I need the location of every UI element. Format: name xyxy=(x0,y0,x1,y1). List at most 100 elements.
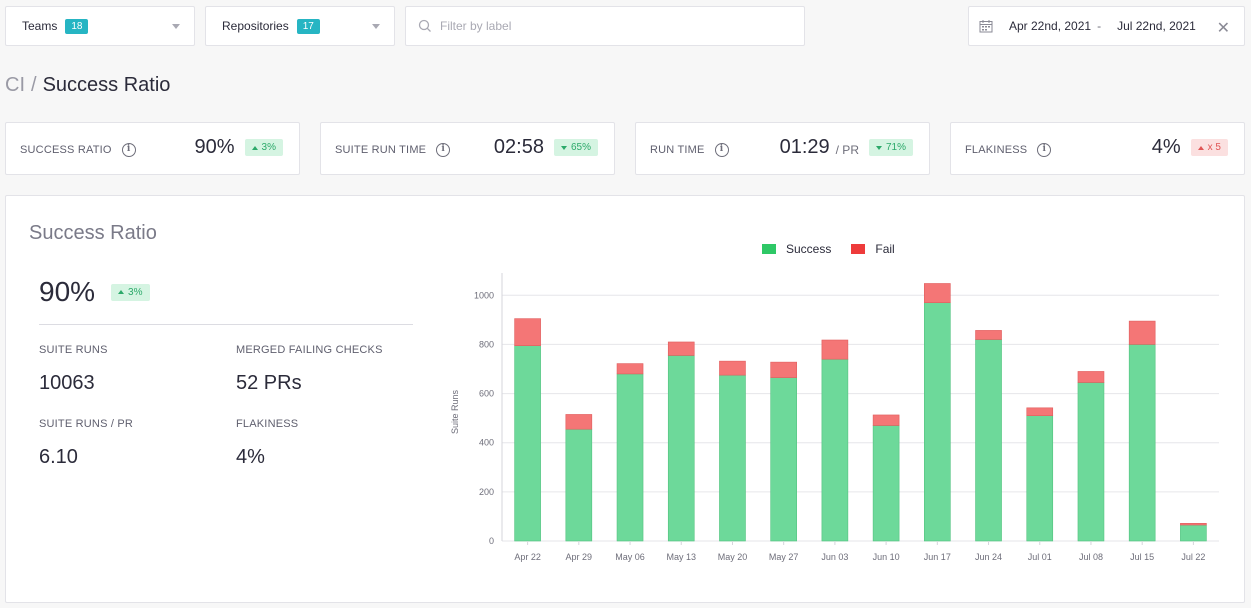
stat-value: 10063 xyxy=(39,372,95,394)
kpi-label: RUN TIME xyxy=(650,144,705,156)
x-tick-label: May 06 xyxy=(615,552,645,562)
y-tick-label: 800 xyxy=(479,339,494,349)
delta-value: 3% xyxy=(128,286,143,298)
info-icon[interactable]: i xyxy=(714,143,729,157)
teams-count-badge: 18 xyxy=(65,18,89,34)
stat-label: SUITE RUNS / PR xyxy=(39,418,134,430)
info-icon[interactable]: i xyxy=(121,143,136,157)
bar-success xyxy=(975,339,1002,542)
bar-fail xyxy=(1026,407,1054,416)
bar-fail xyxy=(975,330,1002,340)
delta-value: 65% xyxy=(570,142,591,153)
legend-swatch-success xyxy=(762,244,776,254)
divider xyxy=(39,324,413,325)
bar-fail xyxy=(1077,371,1105,383)
success-ratio-chart: Success Fail 0 200 400 600 800 1000 Suite Runs… xyxy=(444,236,1244,571)
stat-label: SUITE RUNS xyxy=(39,344,108,356)
trend-badge: x 5 xyxy=(1190,139,1228,156)
bar-success xyxy=(565,428,593,542)
x-tick-label: May 27 xyxy=(769,552,799,562)
y-tick-label: 1000 xyxy=(474,290,494,300)
bar-fail xyxy=(924,283,951,303)
stat-value: 6.10 xyxy=(39,446,78,468)
breadcrumb-parent[interactable]: CI xyxy=(5,74,25,96)
x-tick-label: Apr 29 xyxy=(566,552,593,562)
stat-value: 4% xyxy=(236,446,265,468)
bar-success xyxy=(1077,382,1105,542)
delta-value: 3% xyxy=(261,142,276,153)
trend-badge: 65% xyxy=(553,139,598,156)
info-icon[interactable]: i xyxy=(436,143,451,157)
x-tick-label: May 13 xyxy=(666,552,696,562)
kpi-suite-run-time[interactable]: SUITE RUN TIME i 02:58 65% xyxy=(320,122,615,175)
x-tick-label: Jun 03 xyxy=(821,552,848,562)
bar-fail xyxy=(1128,320,1156,345)
stat-label: MERGED FAILING CHECKS xyxy=(236,344,383,356)
bar-fail xyxy=(667,341,695,356)
date-separator: - xyxy=(1097,19,1102,33)
teams-filter[interactable]: Teams 18 xyxy=(5,6,195,46)
y-tick-label: 400 xyxy=(479,438,494,448)
x-tick-label: Jun 17 xyxy=(924,552,951,562)
clear-date-icon[interactable]: ✕ xyxy=(1216,20,1230,37)
kpi-value: 01:29 xyxy=(779,136,830,158)
stat-label: FLAKINESS xyxy=(236,418,299,430)
chart-legend: Success Fail xyxy=(762,242,895,256)
kpi-success-ratio[interactable]: SUCCESS RATIO i 90% 3% xyxy=(5,122,300,175)
x-tick-label: Jun 24 xyxy=(975,552,1002,562)
trend-badge: 3% xyxy=(111,283,150,301)
bar-fail xyxy=(872,414,900,426)
bar-fail xyxy=(616,363,644,375)
bar-success xyxy=(872,425,900,542)
label-search-input[interactable]: Filter by label xyxy=(405,6,805,46)
kpi-run-time[interactable]: RUN TIME i 01:29 / PR 71% xyxy=(635,122,930,175)
bar-success xyxy=(770,377,797,542)
bar-chart-svg: 0 200 400 600 800 1000 Suite Runs Apr 22 Apr 29 M… xyxy=(450,273,1219,562)
bar-success xyxy=(1026,415,1054,542)
bar-fail xyxy=(514,318,541,346)
bar-success xyxy=(924,302,951,542)
repositories-filter[interactable]: Repositories 17 xyxy=(205,6,395,46)
info-icon[interactable]: i xyxy=(1037,143,1052,157)
trend-badge: 3% xyxy=(244,139,283,156)
legend-item-success[interactable]: Success xyxy=(762,242,831,256)
bar-fail xyxy=(719,360,746,376)
y-tick-label: 0 xyxy=(489,536,494,546)
date-range-picker[interactable]: Apr 22nd, 2021 - Jul 22nd, 2021 ✕ xyxy=(968,6,1245,46)
x-tick-label: Jul 01 xyxy=(1028,552,1052,562)
kpi-label: SUITE RUN TIME xyxy=(335,144,427,156)
arrow-up-icon xyxy=(1197,145,1204,150)
bar-success xyxy=(719,374,746,542)
kpi-value: 90% xyxy=(194,136,235,158)
kpi-value: 4% xyxy=(1151,136,1181,158)
kpi-value: 02:58 xyxy=(493,136,544,158)
kpi-label: SUCCESS RATIO xyxy=(20,144,112,156)
date-from: Apr 22nd, 2021 xyxy=(1009,19,1092,33)
stat-value: 52 PRs xyxy=(236,372,302,394)
y-axis-label: Suite Runs xyxy=(450,389,460,434)
legend-label: Success xyxy=(786,242,832,256)
kpi-unit: / PR xyxy=(835,142,859,157)
page-title: Success Ratio xyxy=(42,74,171,96)
kpi-label: FLAKINESS xyxy=(965,144,1028,156)
kpi-flakiness[interactable]: FLAKINESS i 4% x 5 xyxy=(950,122,1245,175)
x-tick-label: Jul 15 xyxy=(1130,552,1154,562)
breadcrumb-separator: / xyxy=(31,74,37,96)
calendar-icon xyxy=(979,20,993,33)
delta-value: 71% xyxy=(885,142,906,153)
panel-title: Success Ratio xyxy=(29,222,157,244)
success-ratio-panel: Success Ratio 90% 3% SUITE RUNS 10063 ME… xyxy=(5,195,1245,603)
search-icon xyxy=(418,19,431,32)
legend-label: Fail xyxy=(875,242,895,256)
arrow-down-icon xyxy=(560,145,567,150)
repositories-filter-label: Repositories xyxy=(222,19,289,33)
bar-fail xyxy=(565,414,593,430)
chevron-down-icon xyxy=(372,24,380,29)
legend-swatch-fail xyxy=(851,244,866,254)
search-placeholder: Filter by label xyxy=(440,19,512,33)
chevron-down-icon xyxy=(172,24,180,29)
bar-success xyxy=(1180,524,1207,542)
bar-success xyxy=(821,358,849,542)
legend-item-fail[interactable]: Fail xyxy=(851,242,895,256)
trend-badge: 71% xyxy=(868,139,913,156)
